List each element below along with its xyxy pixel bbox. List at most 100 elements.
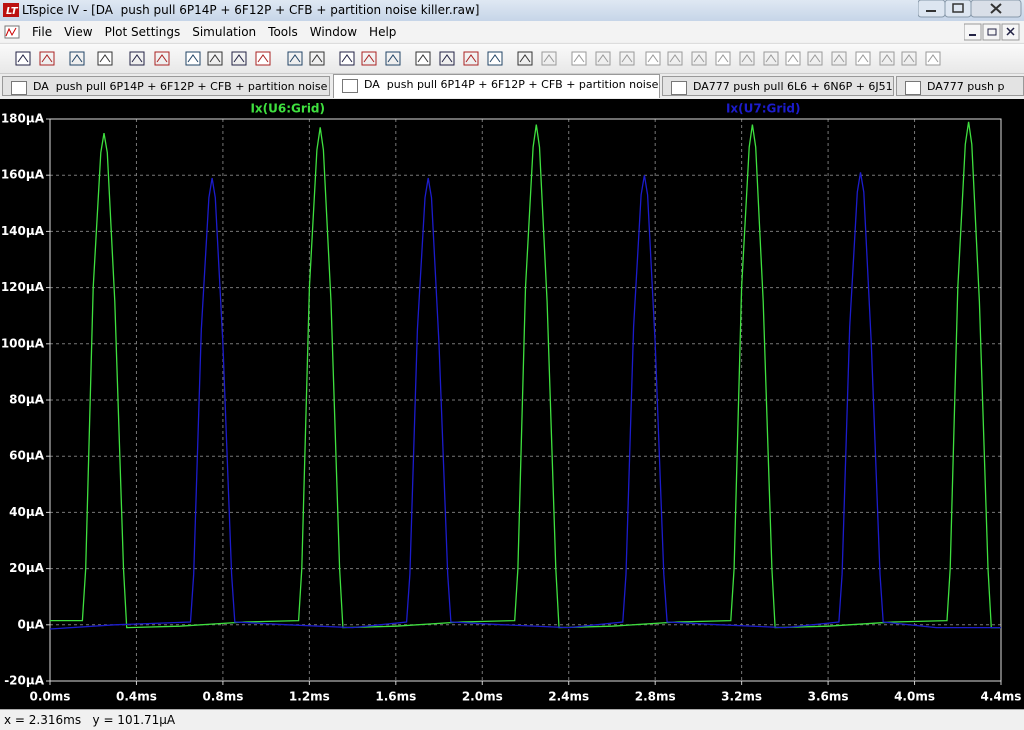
- x-tick-label: 4.4ms: [981, 690, 1022, 704]
- toolbar-button[interactable]: [39, 51, 55, 66]
- toolbar-button[interactable]: [715, 51, 731, 66]
- toolbar-button[interactable]: [415, 51, 431, 66]
- y-tick-label: 20µA: [9, 561, 45, 575]
- toolbar-button[interactable]: [309, 51, 325, 66]
- document-tab[interactable]: DA push pull 6P14P + 6F12P + CFB + parti…: [333, 74, 660, 98]
- icon-glyph: [17, 54, 29, 63]
- window-title: LTspice IV - [DA push pull 6P14P + 6F12P…: [22, 3, 480, 17]
- document-tab[interactable]: DA777 push pull 6L6 + 6N6P + 6J51P.asc: [662, 76, 894, 96]
- minimize-button[interactable]: [918, 0, 946, 18]
- toolbar-button[interactable]: [439, 51, 455, 66]
- x-tick-label: 0.0ms: [30, 690, 71, 704]
- toolbar-button[interactable]: [287, 51, 303, 66]
- toolbar-button[interactable]: [739, 51, 755, 66]
- icon: [255, 51, 271, 66]
- toolbar-button[interactable]: [154, 51, 170, 66]
- y-tick-label: 80µA: [9, 393, 45, 407]
- icon: [831, 51, 847, 66]
- icon-glyph: [257, 54, 269, 63]
- toolbar-button[interactable]: [97, 51, 113, 66]
- icon: [541, 51, 557, 66]
- toolbar-button[interactable]: [831, 51, 847, 66]
- icon-glyph: [311, 54, 323, 63]
- toolbar-button[interactable]: [69, 51, 85, 66]
- trace-label[interactable]: Ix(U6:Grid): [250, 102, 325, 116]
- x-tick-label: 1.2ms: [289, 690, 330, 704]
- icon: [439, 51, 455, 66]
- menu-item[interactable]: View: [64, 24, 93, 39]
- toolbar-button[interactable]: [15, 51, 31, 66]
- icon-glyph: [71, 54, 83, 63]
- icon: [69, 51, 85, 66]
- icon: [385, 51, 401, 66]
- menu-item[interactable]: File: [32, 24, 53, 39]
- toolbar-button[interactable]: [517, 51, 533, 66]
- toolbar-button[interactable]: [571, 51, 587, 66]
- icon: [207, 51, 223, 66]
- toolbar-button[interactable]: [361, 51, 377, 66]
- icon: [925, 51, 941, 66]
- toolbar-button[interactable]: [463, 51, 479, 66]
- icon-glyph: [289, 54, 301, 63]
- menu-item[interactable]: Plot Settings: [104, 24, 181, 39]
- toolbar-button[interactable]: [255, 51, 271, 66]
- icon-glyph: [693, 54, 705, 63]
- icon-glyph: [233, 54, 245, 63]
- icon-glyph: [741, 54, 753, 63]
- toolbar-button[interactable]: [339, 51, 355, 66]
- toolbar-button[interactable]: [901, 51, 917, 66]
- document-tab[interactable]: DA push pull 6P14P + 6F12P + CFB + parti…: [2, 76, 330, 96]
- toolbar-button[interactable]: [619, 51, 635, 66]
- toolbar-button[interactable]: [855, 51, 871, 66]
- tab-icon: [671, 81, 687, 95]
- icon-glyph: [597, 54, 609, 63]
- menu-bar: File View Plot Settings Simulation Tools Wind…: [0, 21, 1024, 42]
- toolbar-button[interactable]: [645, 51, 661, 66]
- toolbar-button[interactable]: [691, 51, 707, 66]
- mdi-minimize[interactable]: [964, 23, 982, 40]
- toolbar-button[interactable]: [925, 51, 941, 66]
- menu-item[interactable]: Tools: [268, 24, 298, 39]
- toolbar-button[interactable]: [207, 51, 223, 66]
- toolbar-button[interactable]: [185, 51, 201, 66]
- icon-glyph: [41, 54, 53, 63]
- icon: [463, 51, 479, 66]
- toolbar-button[interactable]: [595, 51, 611, 66]
- toolbar-button[interactable]: [487, 51, 503, 66]
- toolbar-button[interactable]: [541, 51, 557, 66]
- mdi-restore[interactable]: [982, 23, 1001, 40]
- x-tick-label: 4.0ms: [894, 690, 935, 704]
- app-icon: LT: [3, 3, 19, 17]
- icon: [667, 51, 683, 66]
- x-tick-label: 3.6ms: [808, 690, 849, 704]
- icon-glyph: [927, 54, 939, 63]
- toolbar-button[interactable]: [785, 51, 801, 66]
- toolbar-button[interactable]: [667, 51, 683, 66]
- icon: [645, 51, 661, 66]
- toolbar-button[interactable]: [385, 51, 401, 66]
- icon: [763, 51, 779, 66]
- icon-glyph: [519, 54, 531, 63]
- icon-glyph: [489, 54, 501, 63]
- x-tick-label: 0.8ms: [202, 690, 243, 704]
- waveform-plot: -20µA 0µA 20µA 40µA 60µA 80µA 100µA 120µA 140µA 1…: [0, 99, 1024, 709]
- toolbar-button[interactable]: [231, 51, 247, 66]
- icon: [785, 51, 801, 66]
- icon-glyph: [441, 54, 453, 63]
- icon: [287, 51, 303, 66]
- toolbar-button[interactable]: [807, 51, 823, 66]
- maximize-button[interactable]: [944, 0, 972, 18]
- trace-label[interactable]: Ix(U7:Grid): [726, 102, 801, 116]
- icon-glyph: [465, 54, 477, 63]
- icon: [231, 51, 247, 66]
- menu-item[interactable]: Simulation: [192, 24, 257, 39]
- menu-item[interactable]: Window: [309, 24, 358, 39]
- toolbar-button[interactable]: [879, 51, 895, 66]
- menu-item[interactable]: Help: [369, 24, 397, 39]
- toolbar-button[interactable]: [129, 51, 145, 66]
- document-tab[interactable]: DA777 push p: [896, 76, 1024, 96]
- icon: [901, 51, 917, 66]
- toolbar-button[interactable]: [763, 51, 779, 66]
- icon: [595, 51, 611, 66]
- icon: [517, 51, 533, 66]
